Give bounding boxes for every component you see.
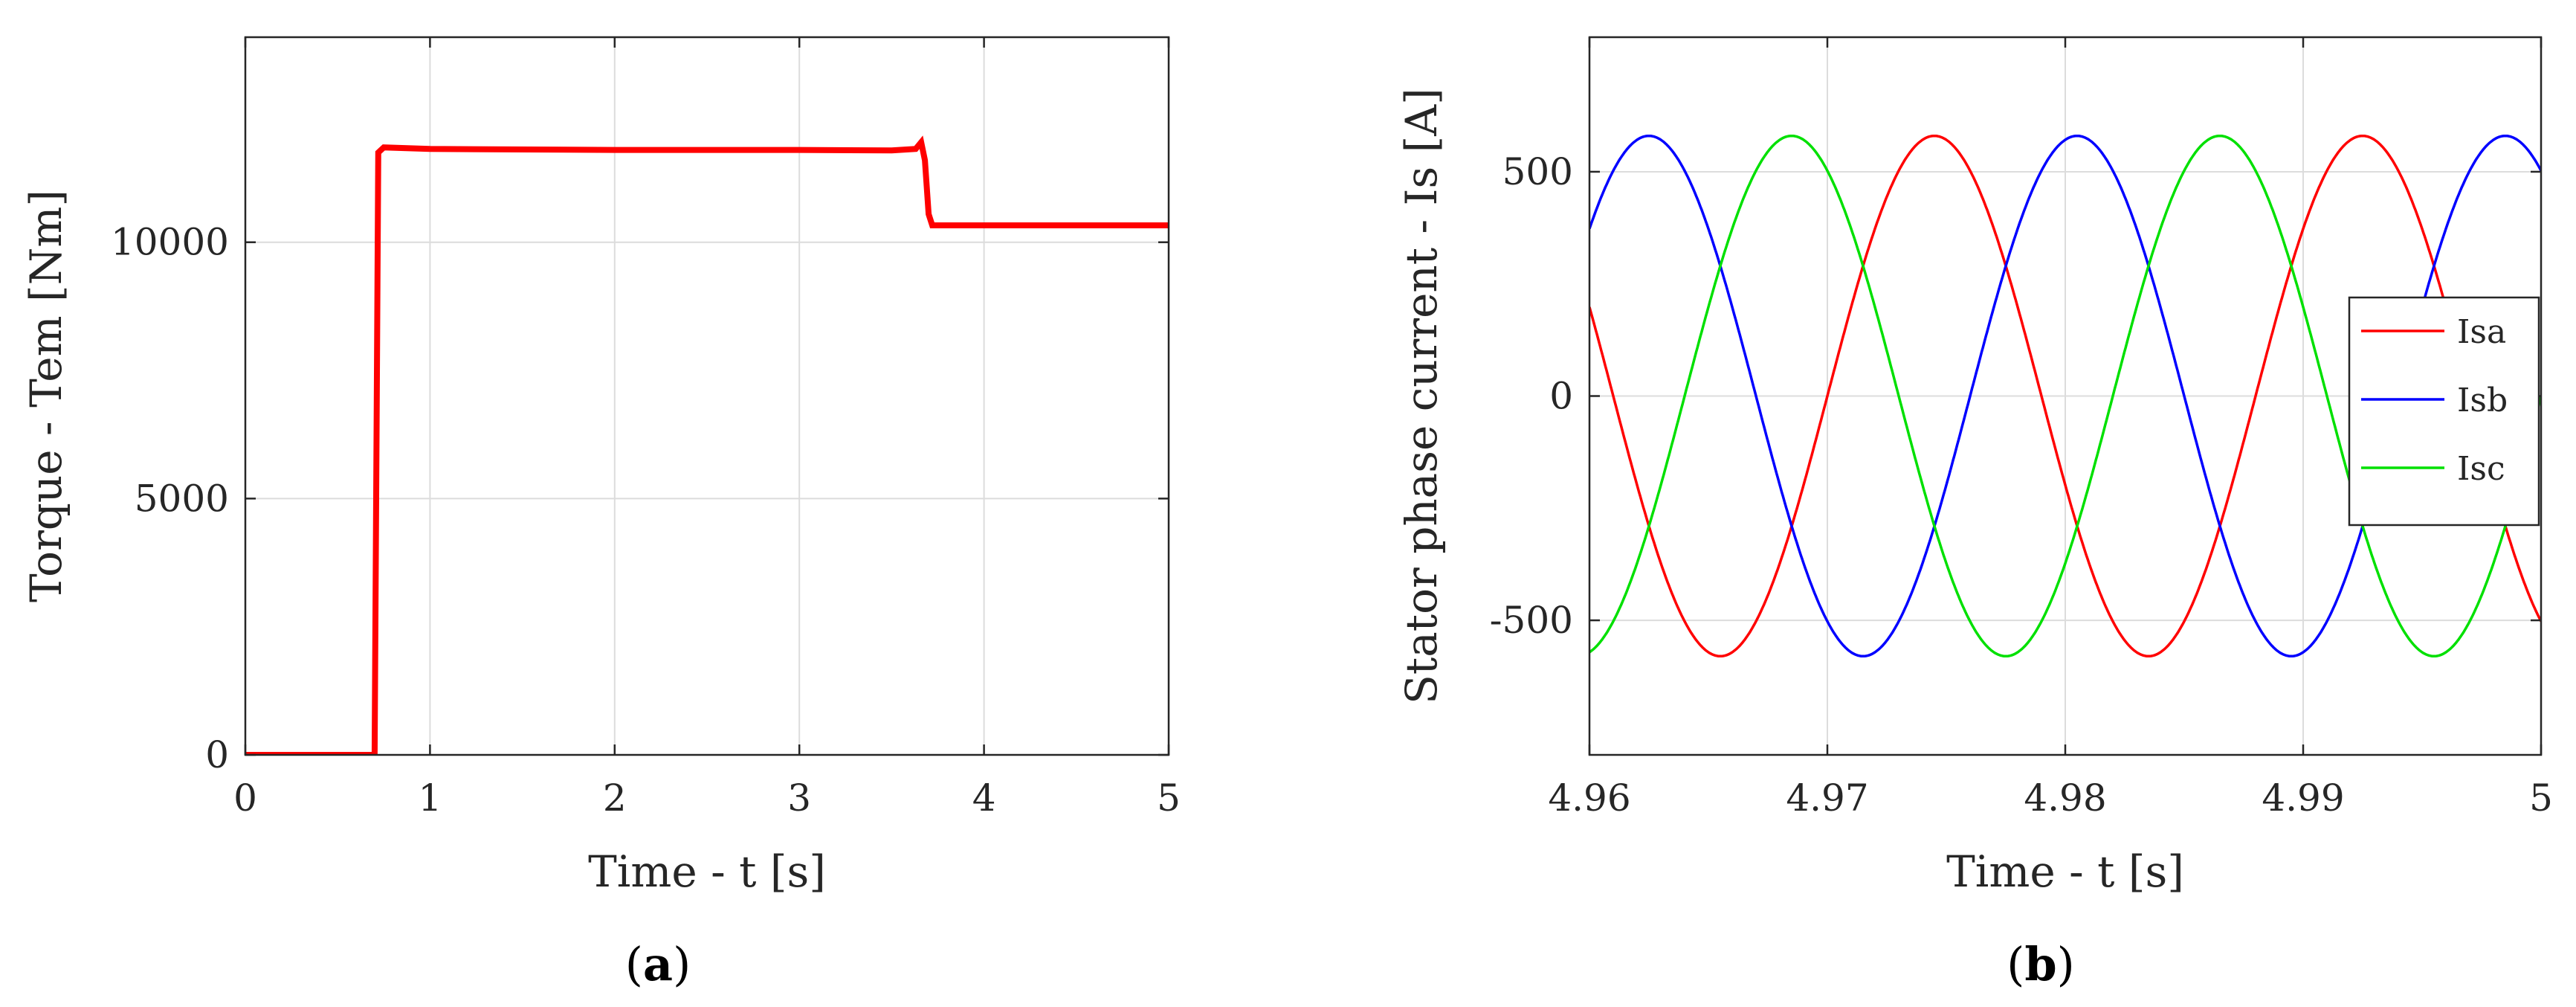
x-tick-label: 3 [787, 776, 811, 820]
series-line [245, 135, 1169, 755]
legend-box [2348, 296, 2540, 527]
y-tick-label: 10000 [111, 221, 229, 264]
legend-entry-isc: Isc [2457, 450, 2505, 488]
panel-label: (b) [2007, 937, 2075, 991]
torque-chart: 0 1 2 3 4 5 0 5000 10000 Time - t [s] Torque - Tem… [21, 36, 1181, 991]
series-line-isa [1589, 134, 2541, 658]
plot-area [245, 37, 1169, 755]
x-tick-label: 1 [418, 776, 442, 820]
legend-entry-isa: Isa [2457, 313, 2506, 351]
y-axis-title: Stator phase current - Is [A] [1396, 88, 1447, 704]
x-axis-title: Time - t [s] [588, 846, 826, 897]
y-tick-label: -500 [1490, 599, 1573, 642]
x-tick-label: 5 [2529, 776, 2553, 820]
legend: Isa Isb Isc [2348, 296, 2540, 527]
x-tick-label: 4.99 [2262, 776, 2344, 820]
legend-entry-isb: Isb [2457, 382, 2508, 419]
stator-current-chart: 4.96 4.97 4.98 4.99 5 -500 0 500 Time - t [s] Sta… [1396, 36, 2553, 991]
x-tick-label: 4 [972, 776, 996, 820]
x-tick-label: 4.97 [1786, 776, 1868, 820]
x-tick-label: 0 [233, 776, 257, 820]
y-tick-label: 0 [205, 733, 229, 776]
x-tick-label: 2 [603, 776, 627, 820]
x-tick-label: 4.96 [1548, 776, 1630, 820]
y-axis-title: Torque - Tem [Nm] [21, 190, 71, 602]
panel-label: (a) [625, 937, 691, 991]
x-tick-label: 4.98 [2024, 776, 2106, 820]
x-axis-title: Time - t [s] [1946, 846, 2184, 897]
series-line-isc [1589, 134, 2541, 658]
y-tick-label: 0 [1549, 375, 1573, 418]
x-tick-label: 5 [1157, 776, 1181, 820]
y-tick-label: 500 [1502, 150, 1573, 193]
y-tick-label: 5000 [135, 477, 229, 520]
axes-frame [244, 36, 1170, 756]
